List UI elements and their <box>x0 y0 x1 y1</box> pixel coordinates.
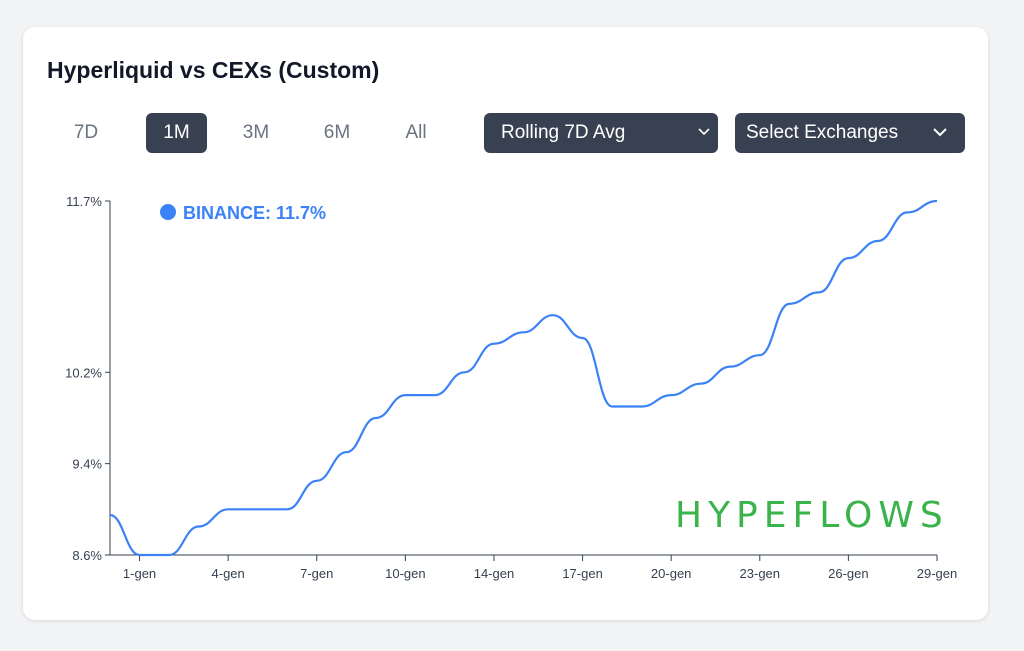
x-tick-label: 23-gen <box>740 566 780 581</box>
binance-series-line <box>109 199 938 557</box>
x-tick-label: 1-gen <box>123 566 156 581</box>
y-tick-label: 8.6% <box>72 548 102 563</box>
range-all-button[interactable]: All <box>405 122 427 143</box>
x-tick-label: 26-gen <box>828 566 868 581</box>
rolling-avg-select[interactable]: Rolling 7D Avg <box>484 113 718 153</box>
range-7d-button[interactable]: 7D <box>73 122 99 143</box>
hypeflows-watermark: HYPEFLOWS <box>675 495 949 536</box>
range-6m-button[interactable]: 6M <box>323 122 351 143</box>
exchange-select-value: Select Exchanges <box>746 122 899 143</box>
chevron-down-icon <box>698 128 710 136</box>
rolling-avg-select-value: Rolling 7D Avg <box>501 122 626 143</box>
x-tick-label: 29-gen <box>917 566 957 581</box>
chevron-down-icon <box>933 128 947 137</box>
x-tick-label: 10-gen <box>385 566 425 581</box>
chart-card: Hyperliquid vs CEXs (Custom) 7D 1M 3M 6M… <box>23 27 988 620</box>
x-tick-label: 17-gen <box>562 566 602 581</box>
y-tick-label: 10.2% <box>65 365 102 380</box>
x-tick-label: 7-gen <box>300 566 333 581</box>
y-tick-label: 11.7% <box>66 194 102 209</box>
legend-label: BINANCE: 11.7% <box>183 203 326 223</box>
x-tick-label: 14-gen <box>474 566 514 581</box>
x-tick-label: 20-gen <box>651 566 691 581</box>
range-1m-button[interactable]: 1M <box>146 113 207 153</box>
exchange-select[interactable]: Select Exchanges <box>735 113 965 153</box>
y-tick-label: 9.4% <box>72 457 102 472</box>
legend-marker <box>160 204 176 220</box>
chart-title: Hyperliquid vs CEXs (Custom) <box>47 57 380 83</box>
range-3m-button[interactable]: 3M <box>242 122 270 143</box>
x-tick-label: 4-gen <box>212 566 245 581</box>
